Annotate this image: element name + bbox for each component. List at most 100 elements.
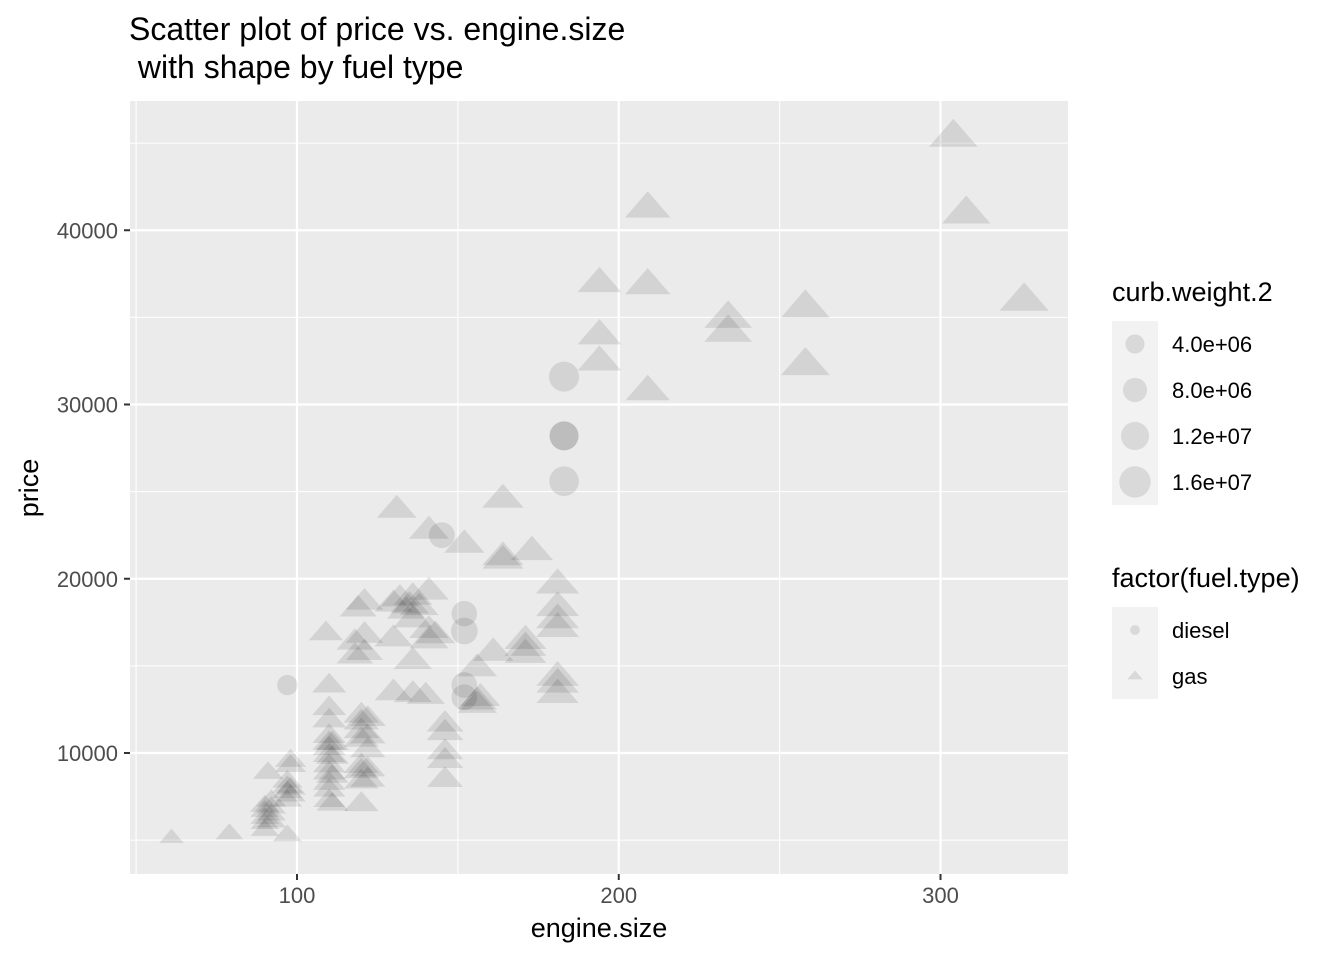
point-gas bbox=[535, 568, 580, 594]
point-gas bbox=[390, 590, 430, 614]
size-legend-key-background bbox=[1112, 321, 1158, 505]
point-gas bbox=[272, 780, 303, 798]
point-gas bbox=[704, 300, 753, 328]
x-axis: 100 200 300 bbox=[279, 874, 959, 908]
point-gas bbox=[315, 744, 349, 764]
shape-legend-title: factor(fuel.type) bbox=[1112, 563, 1300, 593]
point-gas bbox=[275, 754, 307, 773]
point-gas bbox=[999, 282, 1049, 311]
point-gas bbox=[536, 661, 580, 686]
point-gas bbox=[346, 638, 384, 661]
y-tick-label: 20000 bbox=[57, 567, 118, 592]
point-gas bbox=[380, 584, 420, 607]
point-gas bbox=[343, 752, 379, 773]
point-gas bbox=[312, 770, 346, 790]
point-gas bbox=[256, 810, 287, 828]
point-gas bbox=[250, 812, 280, 830]
point-gas bbox=[409, 625, 449, 649]
shape-legend: factor(fuel.type) diesel gas bbox=[1112, 563, 1300, 699]
point-gas bbox=[409, 615, 449, 638]
size-legend-title: curb.weight.2 bbox=[1112, 277, 1273, 307]
point-gas bbox=[343, 717, 380, 739]
point-gas bbox=[929, 118, 978, 147]
point-gas bbox=[272, 824, 302, 842]
point-gas bbox=[393, 646, 433, 670]
point-gas bbox=[426, 766, 464, 788]
point-gas bbox=[349, 705, 386, 727]
y-tick-label: 10000 bbox=[57, 741, 118, 766]
point-gas bbox=[312, 672, 347, 693]
point-gas bbox=[577, 266, 622, 293]
point-gas bbox=[393, 604, 433, 628]
point-diesel bbox=[451, 672, 478, 698]
point-gas bbox=[312, 742, 346, 762]
size-legend-key bbox=[1125, 334, 1145, 354]
point-gas bbox=[313, 778, 346, 797]
point-gas bbox=[415, 620, 456, 644]
point-gas bbox=[510, 535, 554, 561]
point-gas bbox=[308, 620, 344, 641]
point-diesel bbox=[549, 466, 579, 496]
point-gas bbox=[704, 314, 752, 342]
point-gas bbox=[316, 764, 349, 783]
point-gas bbox=[316, 792, 349, 811]
point-gas bbox=[536, 668, 579, 693]
point-gas bbox=[349, 722, 386, 744]
shape-legend-keys: diesel gas bbox=[1127, 618, 1229, 689]
point-gas bbox=[350, 766, 386, 787]
point-gas bbox=[374, 624, 413, 647]
y-tick-label: 40000 bbox=[57, 218, 118, 243]
grid-major bbox=[130, 101, 1068, 874]
point-gas bbox=[444, 529, 485, 553]
panel-background bbox=[130, 101, 1068, 874]
point-gas bbox=[312, 707, 347, 728]
shape-legend-label: diesel bbox=[1172, 618, 1229, 643]
point-gas bbox=[426, 718, 464, 741]
y-axis: 10000 20000 30000 40000 bbox=[57, 218, 130, 766]
size-legend-label: 8.0e+06 bbox=[1172, 378, 1252, 403]
point-gas bbox=[274, 748, 307, 767]
point-gas bbox=[393, 582, 433, 605]
chart-title: Scatter plot of price vs. engine.size wi… bbox=[129, 11, 625, 85]
point-gas bbox=[275, 783, 306, 802]
point-gas bbox=[482, 483, 524, 508]
point-gas bbox=[942, 195, 991, 224]
size-legend-label: 4.0e+06 bbox=[1172, 332, 1252, 357]
point-gas bbox=[460, 683, 501, 706]
point-gas bbox=[215, 823, 244, 840]
point-gas bbox=[313, 788, 346, 808]
point-gas bbox=[312, 730, 346, 750]
point-gas bbox=[399, 592, 439, 616]
point-gas bbox=[272, 775, 303, 793]
point-gas bbox=[780, 289, 830, 318]
point-gas bbox=[536, 612, 580, 637]
point-gas bbox=[250, 807, 280, 824]
point-gas bbox=[409, 576, 449, 600]
point-gas bbox=[336, 628, 374, 650]
point-gas bbox=[275, 776, 306, 795]
point-diesel bbox=[549, 421, 579, 451]
point-gas bbox=[457, 690, 497, 713]
point-diesel bbox=[549, 361, 580, 392]
plot-panel bbox=[130, 101, 1068, 874]
point-gas bbox=[577, 319, 622, 345]
chart-title-line: with shape by fuel type bbox=[129, 49, 463, 85]
point-gas bbox=[344, 791, 379, 812]
point-gas bbox=[336, 642, 374, 664]
point-gas bbox=[345, 587, 384, 610]
point-gas bbox=[256, 796, 287, 814]
size-legend-key bbox=[1120, 421, 1150, 451]
point-gas bbox=[625, 268, 671, 295]
size-legend-key bbox=[1122, 377, 1148, 403]
point-gas bbox=[315, 730, 350, 750]
point-gas bbox=[781, 347, 830, 376]
point-gas bbox=[249, 794, 280, 812]
point-gas bbox=[376, 494, 417, 518]
point-gas bbox=[482, 541, 524, 566]
point-gas bbox=[312, 753, 346, 773]
shape-legend-label: gas bbox=[1172, 664, 1207, 689]
point-gas bbox=[504, 638, 547, 663]
point-diesel bbox=[428, 522, 455, 549]
size-legend-label: 1.6e+07 bbox=[1172, 470, 1252, 495]
point-gas bbox=[343, 768, 379, 789]
